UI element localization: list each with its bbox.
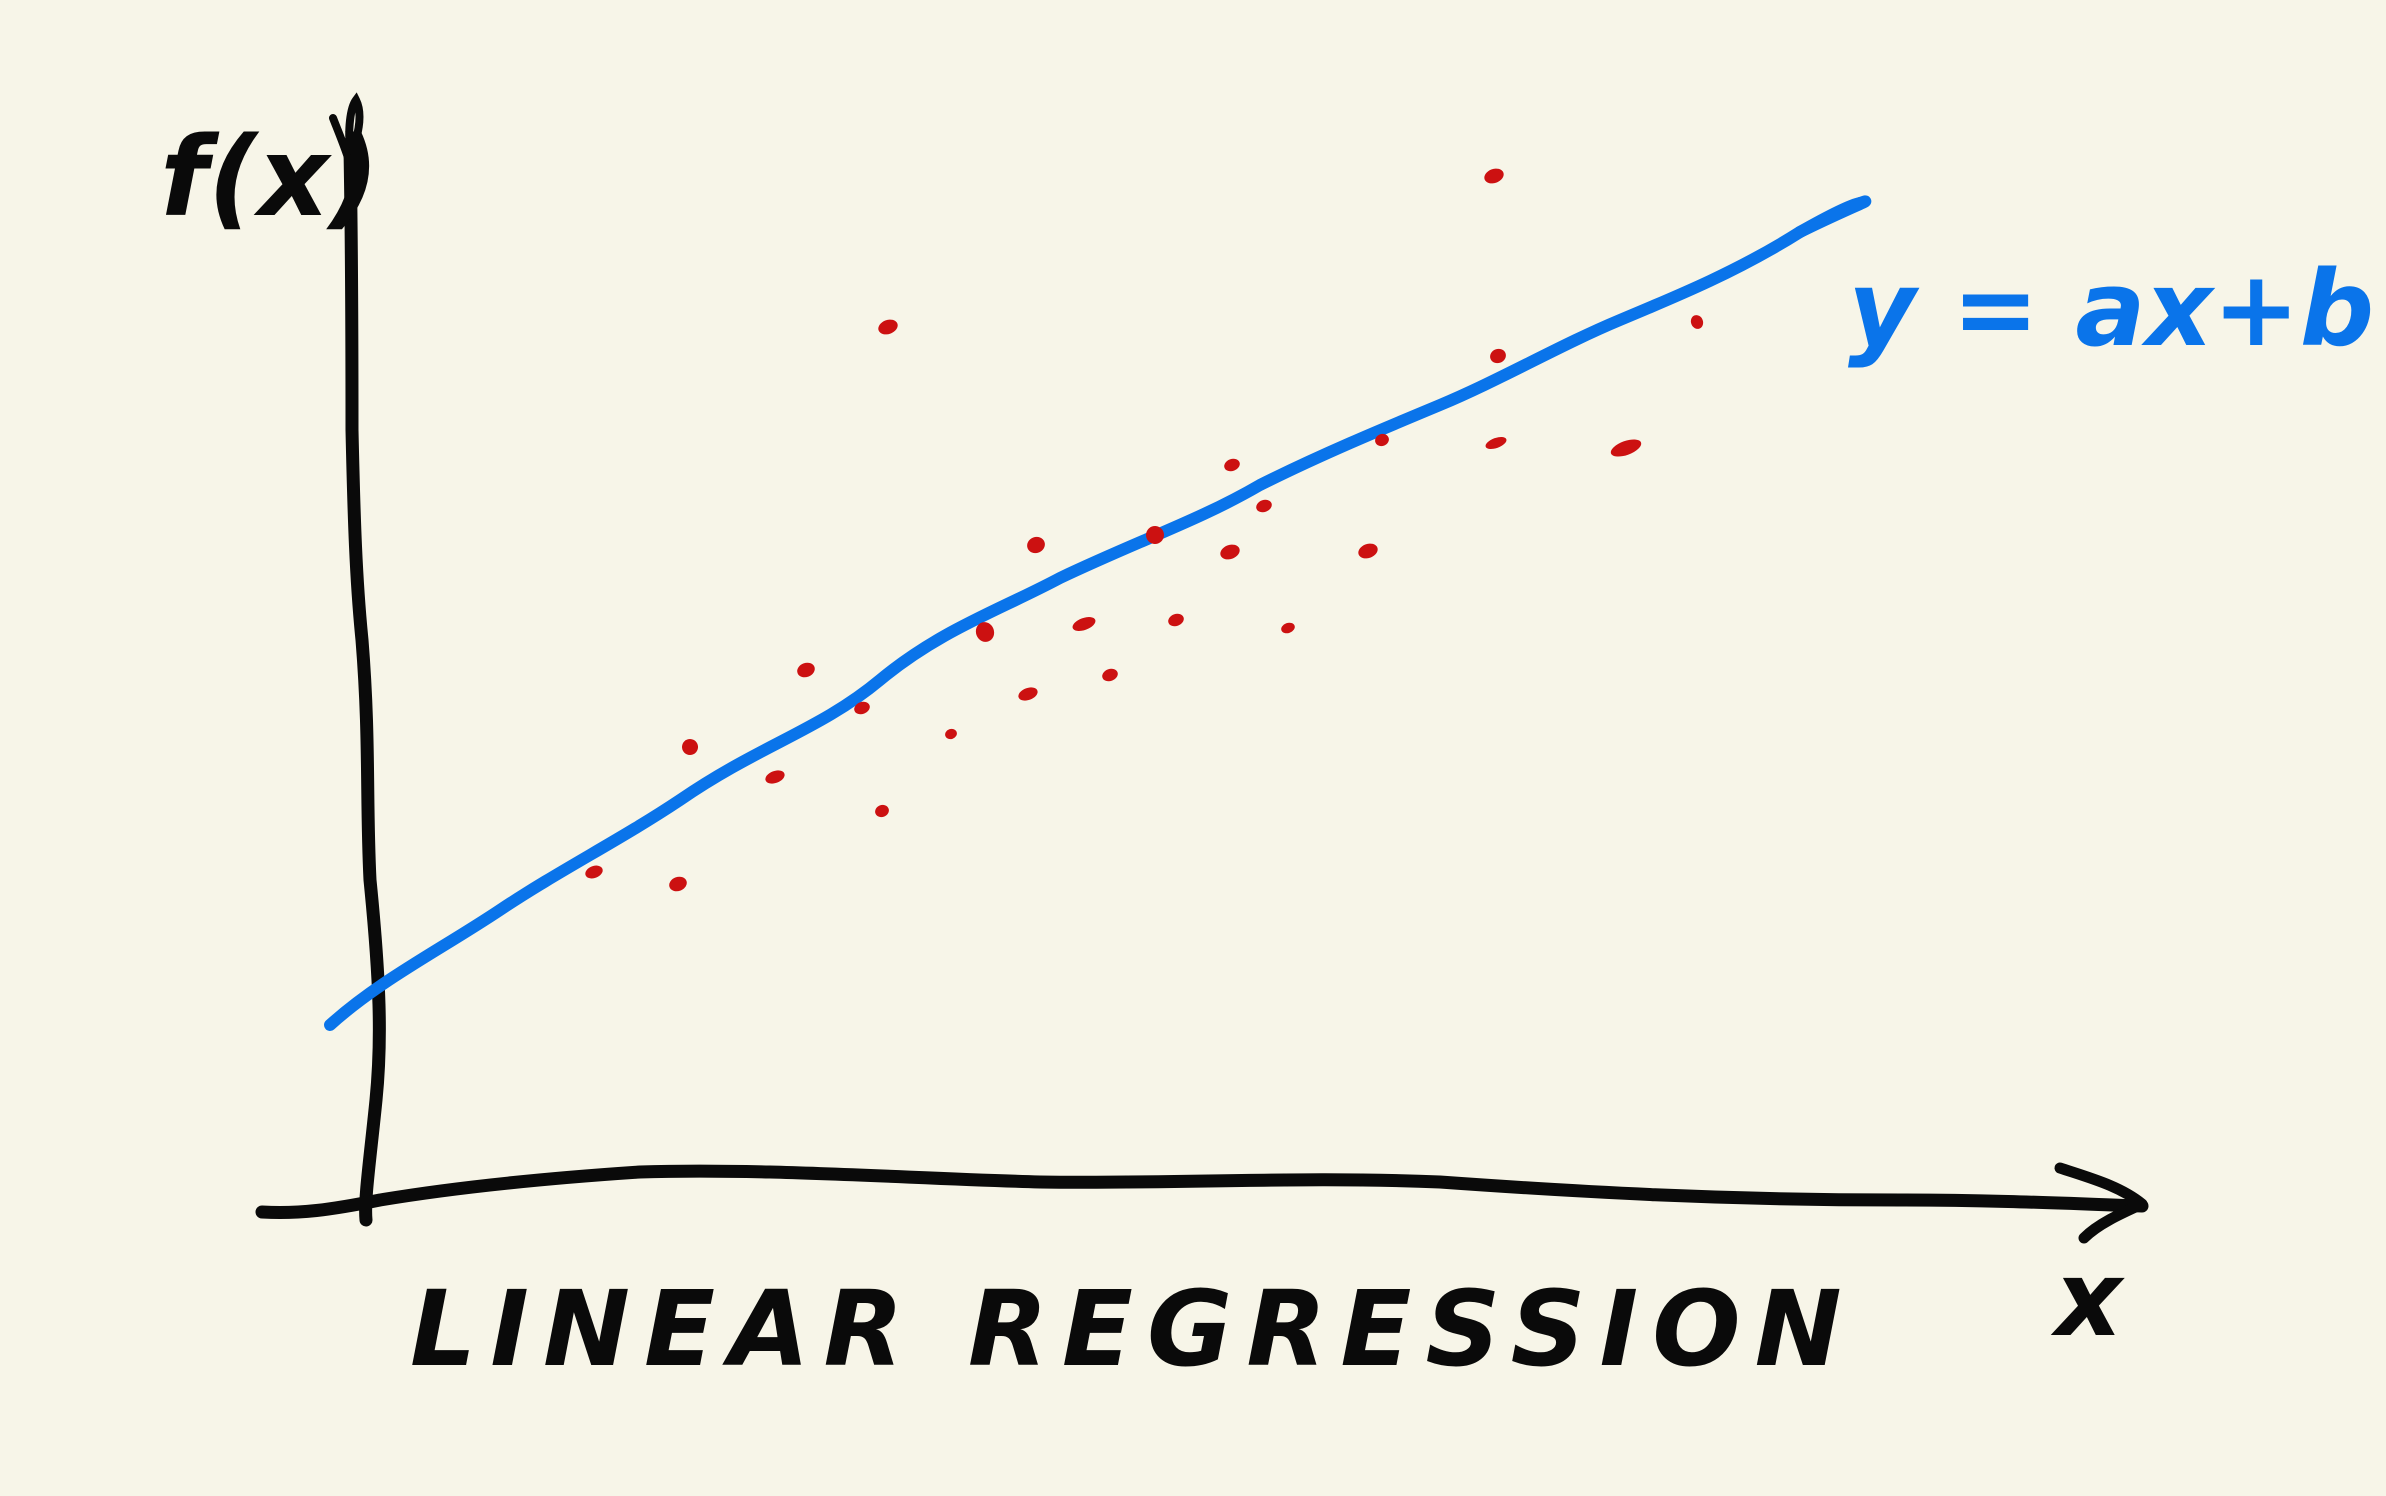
data-point xyxy=(975,622,995,642)
fit-line-equation-label: y = ax+b xyxy=(1848,248,2374,370)
scatter-points xyxy=(585,168,1704,892)
data-point xyxy=(669,876,687,892)
data-point xyxy=(1102,668,1118,682)
y-axis-line xyxy=(343,143,386,1227)
data-point xyxy=(875,804,889,818)
data-point xyxy=(682,739,698,755)
x-axis-line xyxy=(255,1164,2149,1219)
data-point xyxy=(1072,617,1096,631)
data-point xyxy=(1485,436,1507,450)
data-point xyxy=(1375,433,1389,447)
data-point xyxy=(1220,544,1240,560)
regression-fit-line xyxy=(324,195,1872,1031)
data-point xyxy=(585,865,603,879)
data-point xyxy=(797,662,815,678)
data-point xyxy=(1224,458,1240,472)
x-axis-label: x xyxy=(2050,1238,2125,1360)
data-point xyxy=(1690,315,1704,329)
data-point xyxy=(1610,439,1642,457)
data-point xyxy=(1168,613,1184,627)
data-point xyxy=(878,319,898,335)
data-point xyxy=(1484,168,1504,184)
data-point xyxy=(1018,687,1038,701)
data-point xyxy=(765,770,785,784)
data-point xyxy=(1358,543,1378,559)
data-point xyxy=(945,728,957,740)
y-axis-label: f(x) xyxy=(160,113,379,241)
data-point xyxy=(1146,526,1164,544)
data-point xyxy=(1490,348,1506,364)
data-point xyxy=(1281,622,1295,634)
chart-title: LINEAR REGRESSION xyxy=(410,1268,1856,1390)
data-point xyxy=(854,701,870,715)
data-point xyxy=(1256,499,1272,513)
x-axis-arrowhead xyxy=(2054,1162,2148,1244)
y-axis-arrowhead xyxy=(329,92,364,168)
data-point xyxy=(1027,536,1045,554)
regression-fit-line-end xyxy=(1794,197,1866,238)
